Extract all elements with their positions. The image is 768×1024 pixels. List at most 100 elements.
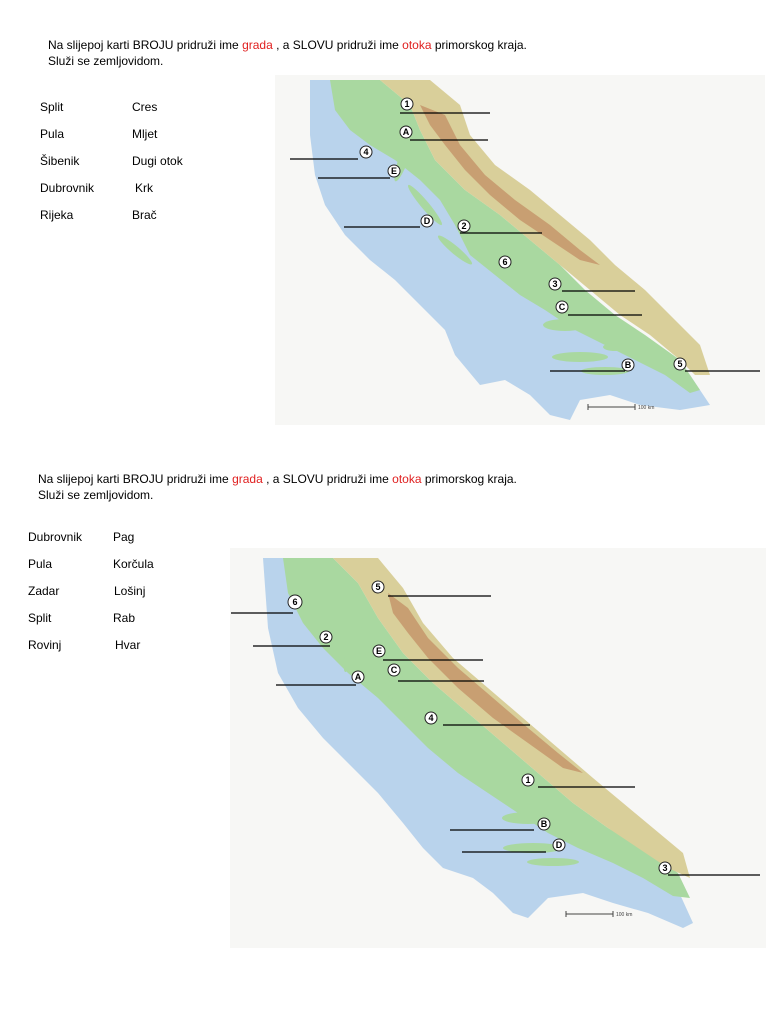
svg-text:C: C	[391, 665, 398, 675]
svg-text:1: 1	[404, 99, 409, 109]
marker-1: 1	[521, 773, 535, 787]
marker-3: 3	[548, 277, 562, 291]
island-name: Krk	[135, 181, 153, 195]
city-name: Dubrovnik	[40, 181, 95, 195]
answer-lines-2	[231, 595, 760, 876]
island-shape	[503, 843, 563, 853]
city-name: Šibenik	[40, 154, 80, 168]
marker-C: C	[387, 663, 401, 677]
city-name: Split	[28, 611, 52, 625]
marker-3: 3	[658, 861, 672, 875]
svg-text:E: E	[376, 646, 382, 656]
markers-1: 1 A 4 E D 2 6 3 C B 5	[359, 97, 687, 372]
svg-text:2: 2	[323, 632, 328, 642]
marker-D: D	[420, 214, 434, 228]
marker-1: 1	[400, 97, 414, 111]
word-grada: grada	[232, 472, 263, 486]
land-mountains	[420, 105, 600, 265]
scale-bar-1: 100 km	[587, 404, 654, 411]
svg-text:5: 5	[375, 582, 380, 592]
island-name: Rab	[113, 611, 136, 625]
marker-A: A	[351, 670, 365, 684]
instruction-2: Na slijepoj karti BROJU pridruži ime gra…	[38, 471, 517, 503]
island-name: Korčula	[113, 557, 154, 571]
markers-2: 5 6 2 E C A 4 1 B D 3	[287, 580, 672, 875]
marker-A: A	[399, 125, 413, 139]
svg-text:4: 4	[428, 713, 433, 723]
answer-lines-1	[290, 112, 760, 372]
city-name: Rovinj	[28, 638, 62, 652]
marker-C: C	[555, 300, 569, 314]
marker-2: 2	[319, 630, 333, 644]
island-shape	[363, 648, 393, 688]
marker-B: B	[537, 817, 551, 831]
svg-text:E: E	[391, 166, 397, 176]
island-name: Lošinj	[114, 584, 146, 598]
word-grada: grada	[242, 38, 273, 52]
marker-D: D	[552, 838, 566, 852]
marker-2: 2	[457, 219, 471, 233]
word-otoka: otoka	[402, 38, 432, 52]
island-shape	[543, 319, 587, 331]
island-name: Hvar	[115, 638, 141, 652]
blind-map-2: 5 6 2 E C A 4 1 B D 3 100 km	[230, 548, 766, 948]
island-shape	[437, 235, 473, 265]
svg-text:B: B	[541, 819, 548, 829]
svg-text:D: D	[424, 216, 431, 226]
scale-label: 100 km	[616, 912, 632, 918]
city-name: Zadar	[28, 584, 60, 598]
island-name: Cres	[132, 100, 158, 114]
island-shape	[603, 343, 627, 351]
city-name: Dubrovnik	[28, 530, 83, 544]
blind-map-1: 1 A 4 E D 2 6 3 C B 5 100 km	[275, 75, 765, 425]
island-name: Brač	[132, 208, 157, 222]
svg-text:4: 4	[363, 147, 368, 157]
marker-5: 5	[371, 580, 385, 594]
svg-text:6: 6	[292, 597, 297, 607]
marker-6: 6	[498, 255, 512, 269]
marker-6: 6	[287, 594, 303, 610]
word-otoka: otoka	[392, 472, 422, 486]
island-shape	[380, 693, 416, 723]
city-name: Pula	[40, 127, 65, 141]
svg-text:3: 3	[662, 863, 667, 873]
svg-text:2: 2	[461, 221, 466, 231]
word-list-1: Split Pula Šibenik Dubrovnik Rijeka Cres…	[40, 100, 240, 230]
island-shape	[408, 184, 442, 226]
svg-text:B: B	[625, 360, 632, 370]
instruction-1-line1: Na slijepoj karti BROJU pridruži ime gra…	[48, 38, 527, 52]
marker-E: E	[387, 164, 401, 178]
marker-B: B	[621, 358, 635, 372]
city-name: Rijeka	[40, 208, 74, 222]
word-list-2: Dubrovnik Pula Zadar Split Rovinj Pag Ko…	[28, 530, 228, 660]
instruction-2-line1: Na slijepoj karti BROJU pridruži ime gra…	[38, 472, 517, 486]
svg-text:C: C	[559, 302, 566, 312]
marker-E: E	[372, 644, 386, 658]
island-shape	[569, 834, 597, 842]
svg-text:3: 3	[552, 279, 557, 289]
svg-text:6: 6	[502, 257, 507, 267]
svg-text:A: A	[403, 127, 410, 137]
island-name: Dugi otok	[132, 154, 183, 168]
svg-text:1: 1	[525, 775, 530, 785]
island-name: Mljet	[132, 127, 158, 141]
svg-text:5: 5	[677, 359, 682, 369]
island-shape	[552, 352, 608, 362]
instruction-2-line2: Služi se zemljovidom.	[38, 488, 154, 502]
marker-4: 4	[424, 711, 438, 725]
instruction-1: Na slijepoj karti BROJU pridruži ime gra…	[48, 37, 527, 69]
island-shape	[343, 613, 363, 673]
instruction-1-line2: Služi se zemljovidom.	[48, 54, 164, 68]
city-name: Split	[40, 100, 64, 114]
land-lowland	[283, 558, 690, 898]
island-shape	[527, 858, 579, 866]
city-name: Pula	[28, 557, 53, 571]
scale-bar-2: 100 km	[565, 911, 632, 918]
svg-text:A: A	[355, 672, 362, 682]
island-name: Pag	[113, 530, 135, 544]
scale-label: 100 km	[638, 405, 654, 411]
land-mountains	[388, 593, 583, 773]
svg-text:D: D	[556, 840, 563, 850]
marker-4: 4	[359, 145, 373, 159]
marker-5: 5	[673, 357, 687, 371]
